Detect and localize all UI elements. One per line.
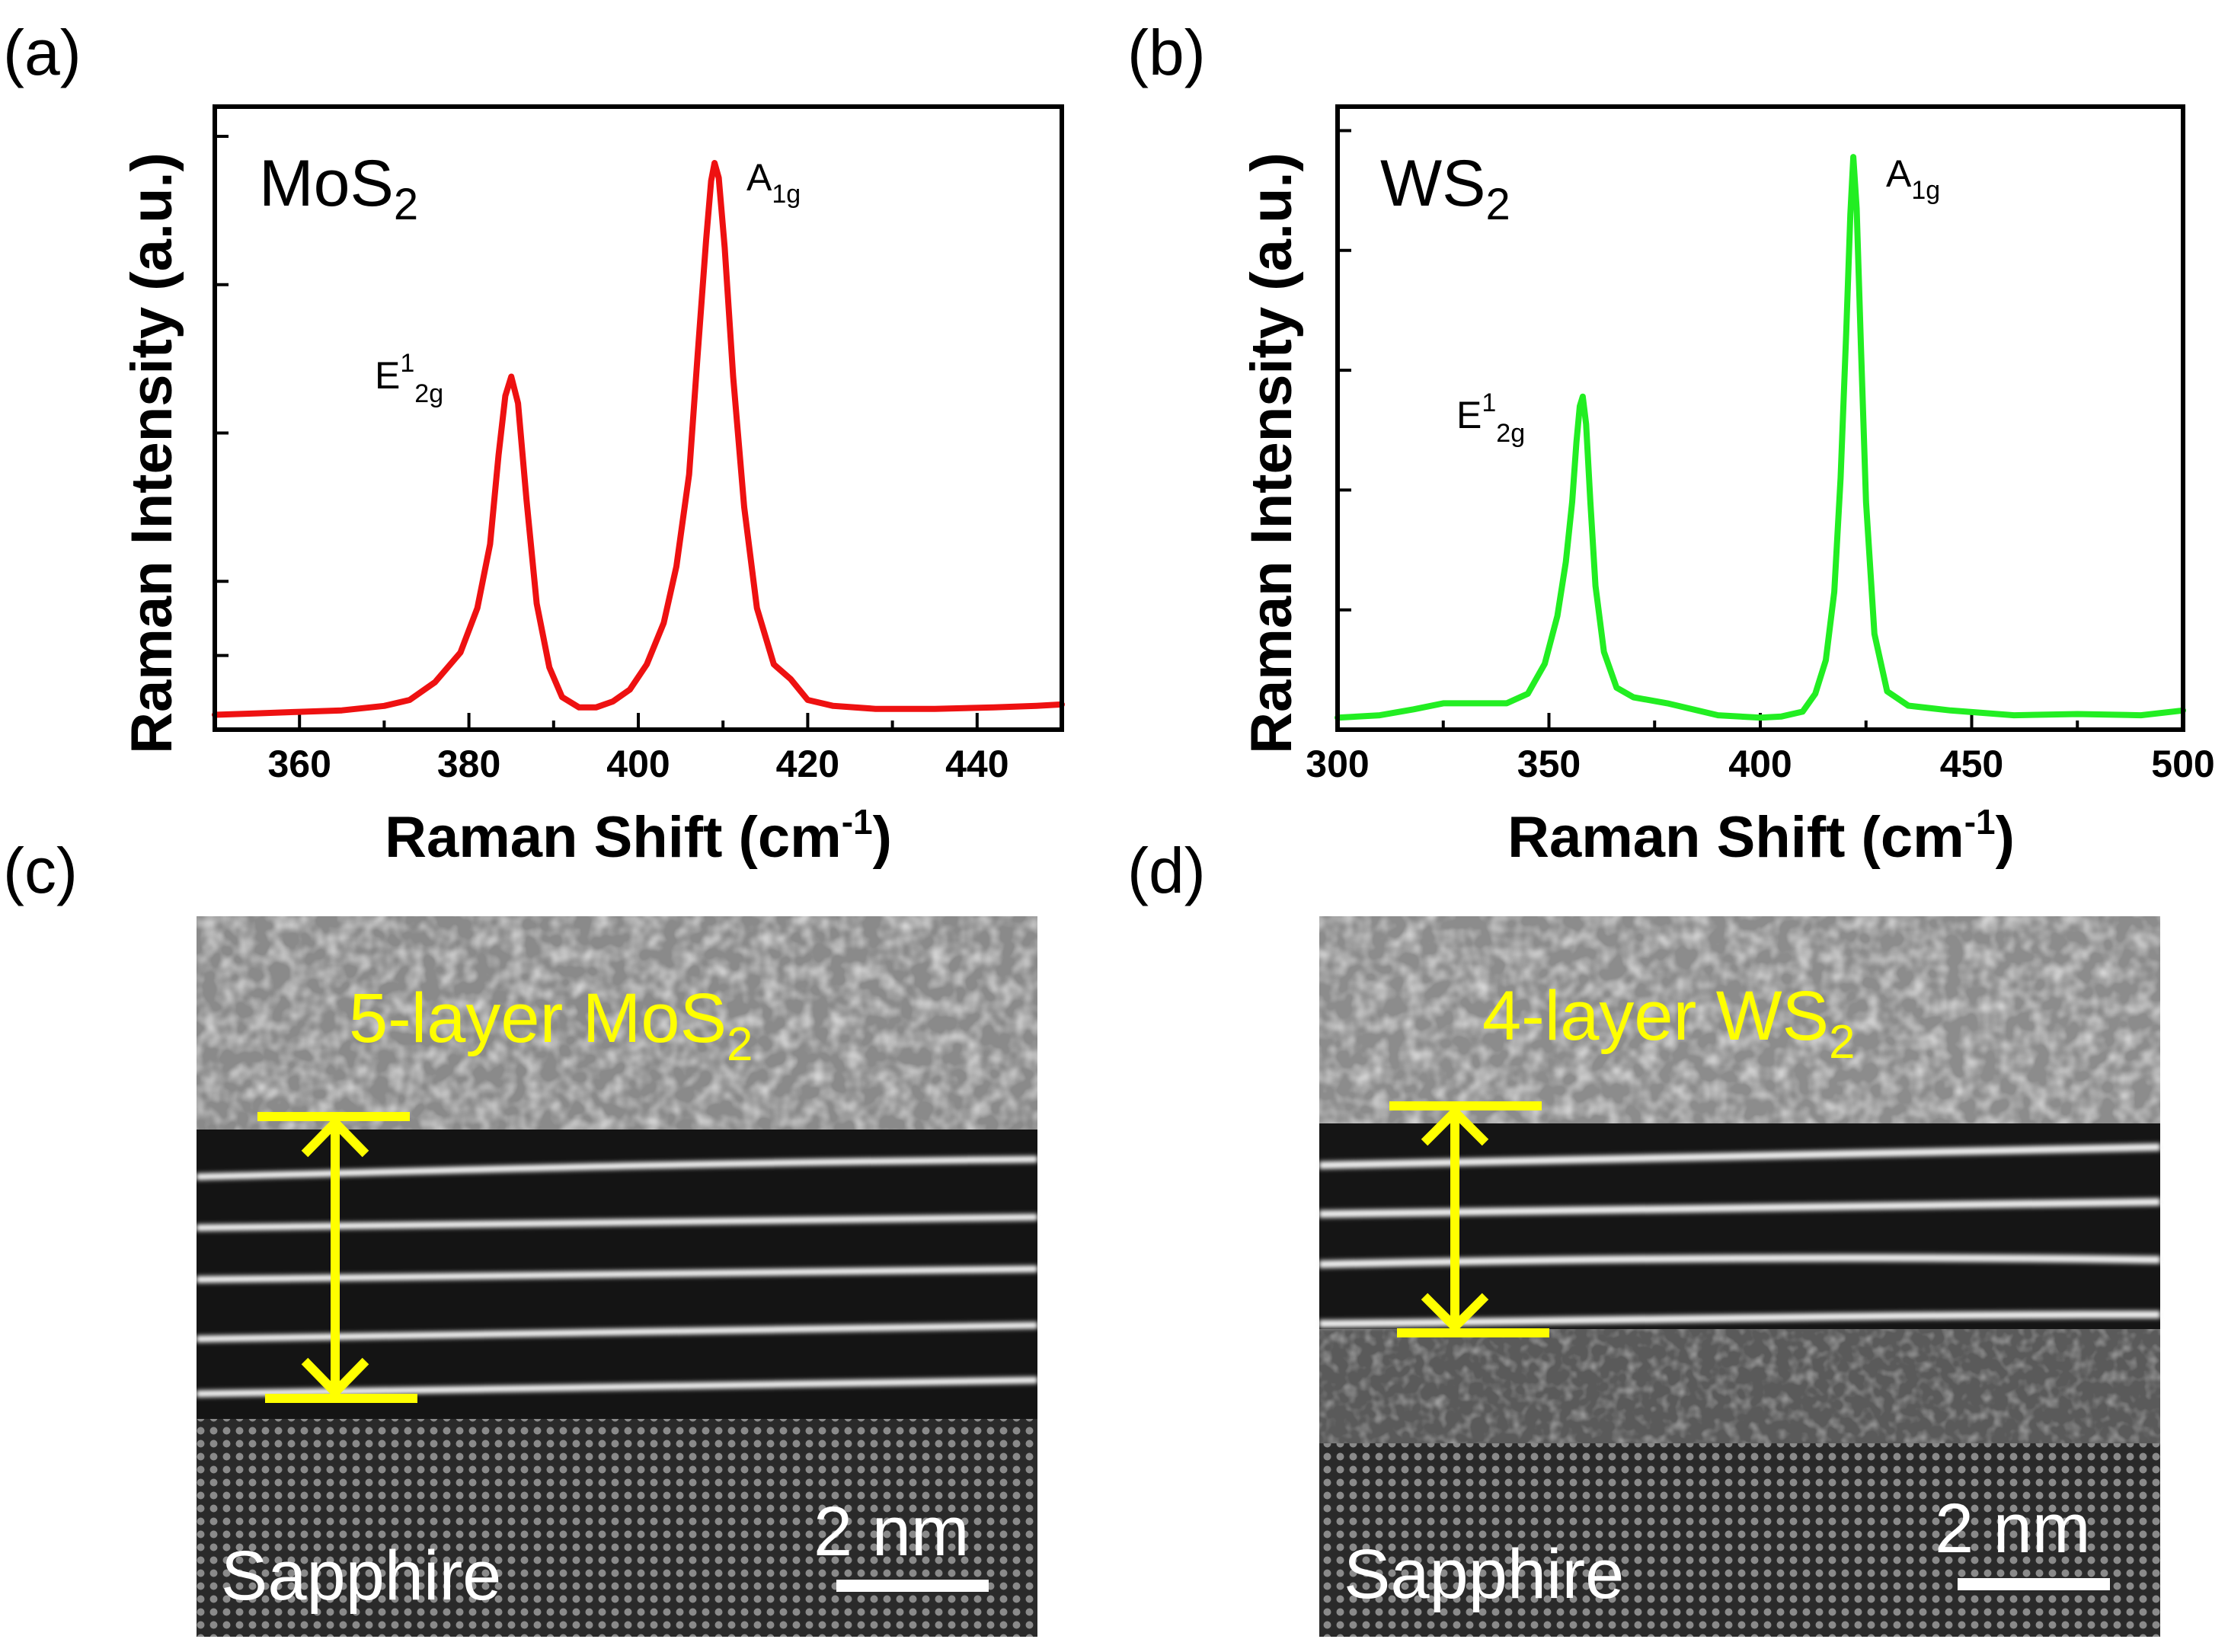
x-tick-label: 400: [1728, 743, 1792, 785]
panel-letter-b: (b): [1127, 17, 1206, 88]
x-tick-label: 420: [776, 743, 839, 785]
x-tick-label: 400: [606, 743, 670, 785]
x-axis-title: Raman Shift (cm-1): [385, 802, 892, 870]
material-label: WS2: [1380, 147, 1510, 229]
scale-bar: [1958, 1578, 2110, 1590]
x-tick-label: 440: [945, 743, 1009, 785]
tem-image-mos2: (c) 5-layer MoS2 Sapphire 2 nm: [3, 835, 1038, 1637]
peak-label-a1g: A1g: [746, 156, 801, 209]
x-tick-label: 350: [1517, 743, 1581, 785]
atomic-layers: [196, 1155, 1038, 1398]
peak-label-e2g: E12g: [1456, 388, 1525, 448]
scale-bar-label: 2 nm: [1935, 1490, 2091, 1567]
x-axis-title: Raman Shift (cm-1): [1507, 802, 2015, 870]
scale-bar: [836, 1580, 989, 1592]
tem-title: 4-layer WS2: [1482, 977, 1855, 1069]
panel-letter-c: (c): [3, 835, 78, 906]
ws2-spectrum-line: [1335, 154, 2186, 721]
layer-thickness-marker: [1389, 1101, 1549, 1337]
panel-letter-a: (a): [3, 17, 82, 88]
raman-plot-mos2: (a) Raman Intensity (a.u.) 360 380 400 420 4…: [3, 17, 1065, 870]
y-axis-title: Raman Intensity (a.u.): [1239, 152, 1304, 754]
atomic-layers: [1319, 1143, 2161, 1328]
x-tick-label: 500: [2151, 743, 2214, 785]
panel-letter-d: (d): [1127, 835, 1206, 906]
tem-title: 5-layer MoS2: [349, 979, 753, 1071]
x-tick-label: 360: [267, 743, 331, 785]
x-tick-label: 450: [1940, 743, 2003, 785]
material-label: MoS2: [259, 147, 418, 229]
peak-label-a1g: A1g: [1886, 152, 1940, 205]
substrate-label: Sapphire: [1344, 1535, 1624, 1613]
plot-frame: [213, 104, 1064, 732]
mos2-spectrum-line: [212, 160, 1065, 718]
x-tick-labels: 300 350 400 450 500: [1306, 743, 2214, 785]
substrate-label: Sapphire: [221, 1537, 501, 1615]
x-tick-label: 300: [1306, 743, 1369, 785]
scale-bar-label: 2 nm: [814, 1493, 970, 1571]
plot-frame: [1335, 104, 2185, 732]
axis-ticks: [213, 134, 1063, 730]
layer-thickness-marker: [257, 1112, 417, 1403]
peak-label-e2g: E12g: [375, 349, 443, 408]
y-axis-title: Raman Intensity (a.u.): [120, 152, 184, 754]
x-tick-labels: 360 380 400 420 440: [267, 743, 1009, 785]
tem-image-ws2: (d) 4-layer WS2 Sapphire 2 nm: [1127, 835, 2161, 1637]
x-tick-label: 380: [437, 743, 500, 785]
raman-plot-ws2: (b) Raman Intensity (a.u.) 300 350 400 450 5…: [1127, 17, 2215, 870]
